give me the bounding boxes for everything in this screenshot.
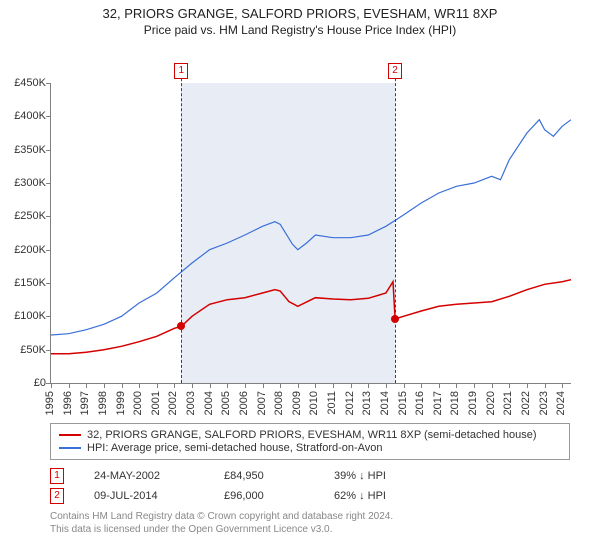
x-tick-label: 1995 — [44, 391, 56, 415]
y-tick-label: £150K — [0, 277, 46, 289]
y-tick-label: £200K — [0, 244, 46, 256]
y-tick-label: £400K — [0, 110, 46, 122]
legend-item: 32, PRIORS GRANGE, SALFORD PRIORS, EVESH… — [59, 429, 561, 441]
event-pct: 62% ↓ HPI — [334, 490, 434, 502]
x-tick-label: 2017 — [432, 391, 444, 415]
legend-item: HPI: Average price, semi-detached house,… — [59, 442, 561, 454]
x-tick-label: 2016 — [414, 391, 426, 415]
event-date: 24-MAY-2002 — [94, 470, 194, 482]
x-tick-label: 2024 — [555, 391, 567, 415]
x-tick-label: 1999 — [115, 391, 127, 415]
x-tick-label: 1997 — [79, 391, 91, 415]
legend-swatch — [59, 434, 81, 436]
event-date: 09-JUL-2014 — [94, 490, 194, 502]
y-tick-label: £50K — [0, 344, 46, 356]
event-line — [181, 63, 182, 383]
chart-legend: 32, PRIORS GRANGE, SALFORD PRIORS, EVESH… — [50, 423, 570, 460]
event-num-box: 1 — [50, 468, 64, 484]
x-tick-label: 2011 — [326, 391, 338, 415]
event-num-box: 2 — [50, 488, 64, 504]
event-line — [395, 63, 396, 383]
y-tick-label: £350K — [0, 144, 46, 156]
footer-line: Contains HM Land Registry data © Crown c… — [50, 510, 570, 523]
y-tick-label: £0 — [0, 377, 46, 389]
event-row: 1 24-MAY-2002 £84,950 39% ↓ HPI — [50, 468, 570, 484]
x-tick-label: 2010 — [308, 391, 320, 415]
events-table: 1 24-MAY-2002 £84,950 39% ↓ HPI 2 09-JUL-2014… — [50, 468, 570, 504]
x-tick-label: 2021 — [502, 391, 514, 415]
x-tick-label: 2019 — [467, 391, 479, 415]
x-tick-label: 2023 — [538, 391, 550, 415]
x-tick-label: 2007 — [256, 391, 268, 415]
legend-swatch — [59, 447, 81, 449]
event-row: 2 09-JUL-2014 £96,000 62% ↓ HPI — [50, 488, 570, 504]
x-tick-label: 1996 — [62, 391, 74, 415]
legend-label: 32, PRIORS GRANGE, SALFORD PRIORS, EVESH… — [87, 429, 537, 441]
x-tick-label: 1998 — [97, 391, 109, 415]
series-price_paid — [51, 280, 571, 354]
x-tick-label: 2015 — [397, 391, 409, 415]
y-tick-label: £250K — [0, 210, 46, 222]
x-tick-label: 2009 — [291, 391, 303, 415]
x-tick-label: 2020 — [485, 391, 497, 415]
x-tick-label: 2008 — [273, 391, 285, 415]
event-marker: 2 — [388, 63, 402, 79]
x-tick-label: 2018 — [449, 391, 461, 415]
legend-label: HPI: Average price, semi-detached house,… — [87, 442, 383, 454]
y-tick-label: £450K — [0, 77, 46, 89]
x-tick-label: 2012 — [344, 391, 356, 415]
x-tick-label: 2014 — [379, 391, 391, 415]
event-price: £84,950 — [224, 470, 304, 482]
x-tick-label: 2001 — [150, 391, 162, 415]
x-tick-label: 2022 — [520, 391, 532, 415]
y-tick-label: £100K — [0, 310, 46, 322]
footer-attribution: Contains HM Land Registry data © Crown c… — [50, 510, 570, 536]
event-dot — [391, 315, 399, 323]
event-price: £96,000 — [224, 490, 304, 502]
x-tick-label: 2002 — [167, 391, 179, 415]
page-title: 32, PRIORS GRANGE, SALFORD PRIORS, EVESH… — [0, 6, 600, 21]
x-tick-label: 2013 — [361, 391, 373, 415]
price-chart: 1 2 £0 £50K £100K £150K £200K £250K £300K £350K £4… — [0, 37, 600, 423]
event-pct: 39% ↓ HPI — [334, 470, 434, 482]
series-hpi — [51, 120, 571, 335]
x-tick-label: 2003 — [185, 391, 197, 415]
x-tick-label: 2000 — [132, 391, 144, 415]
x-tick-label: 2006 — [238, 391, 250, 415]
x-tick-label: 2005 — [220, 391, 232, 415]
x-tick-label: 2004 — [203, 391, 215, 415]
event-marker: 1 — [174, 63, 188, 79]
event-dot — [177, 322, 185, 330]
page-subtitle: Price paid vs. HM Land Registry's House … — [0, 23, 600, 37]
y-tick-label: £300K — [0, 177, 46, 189]
footer-line: This data is licensed under the Open Gov… — [50, 523, 570, 536]
